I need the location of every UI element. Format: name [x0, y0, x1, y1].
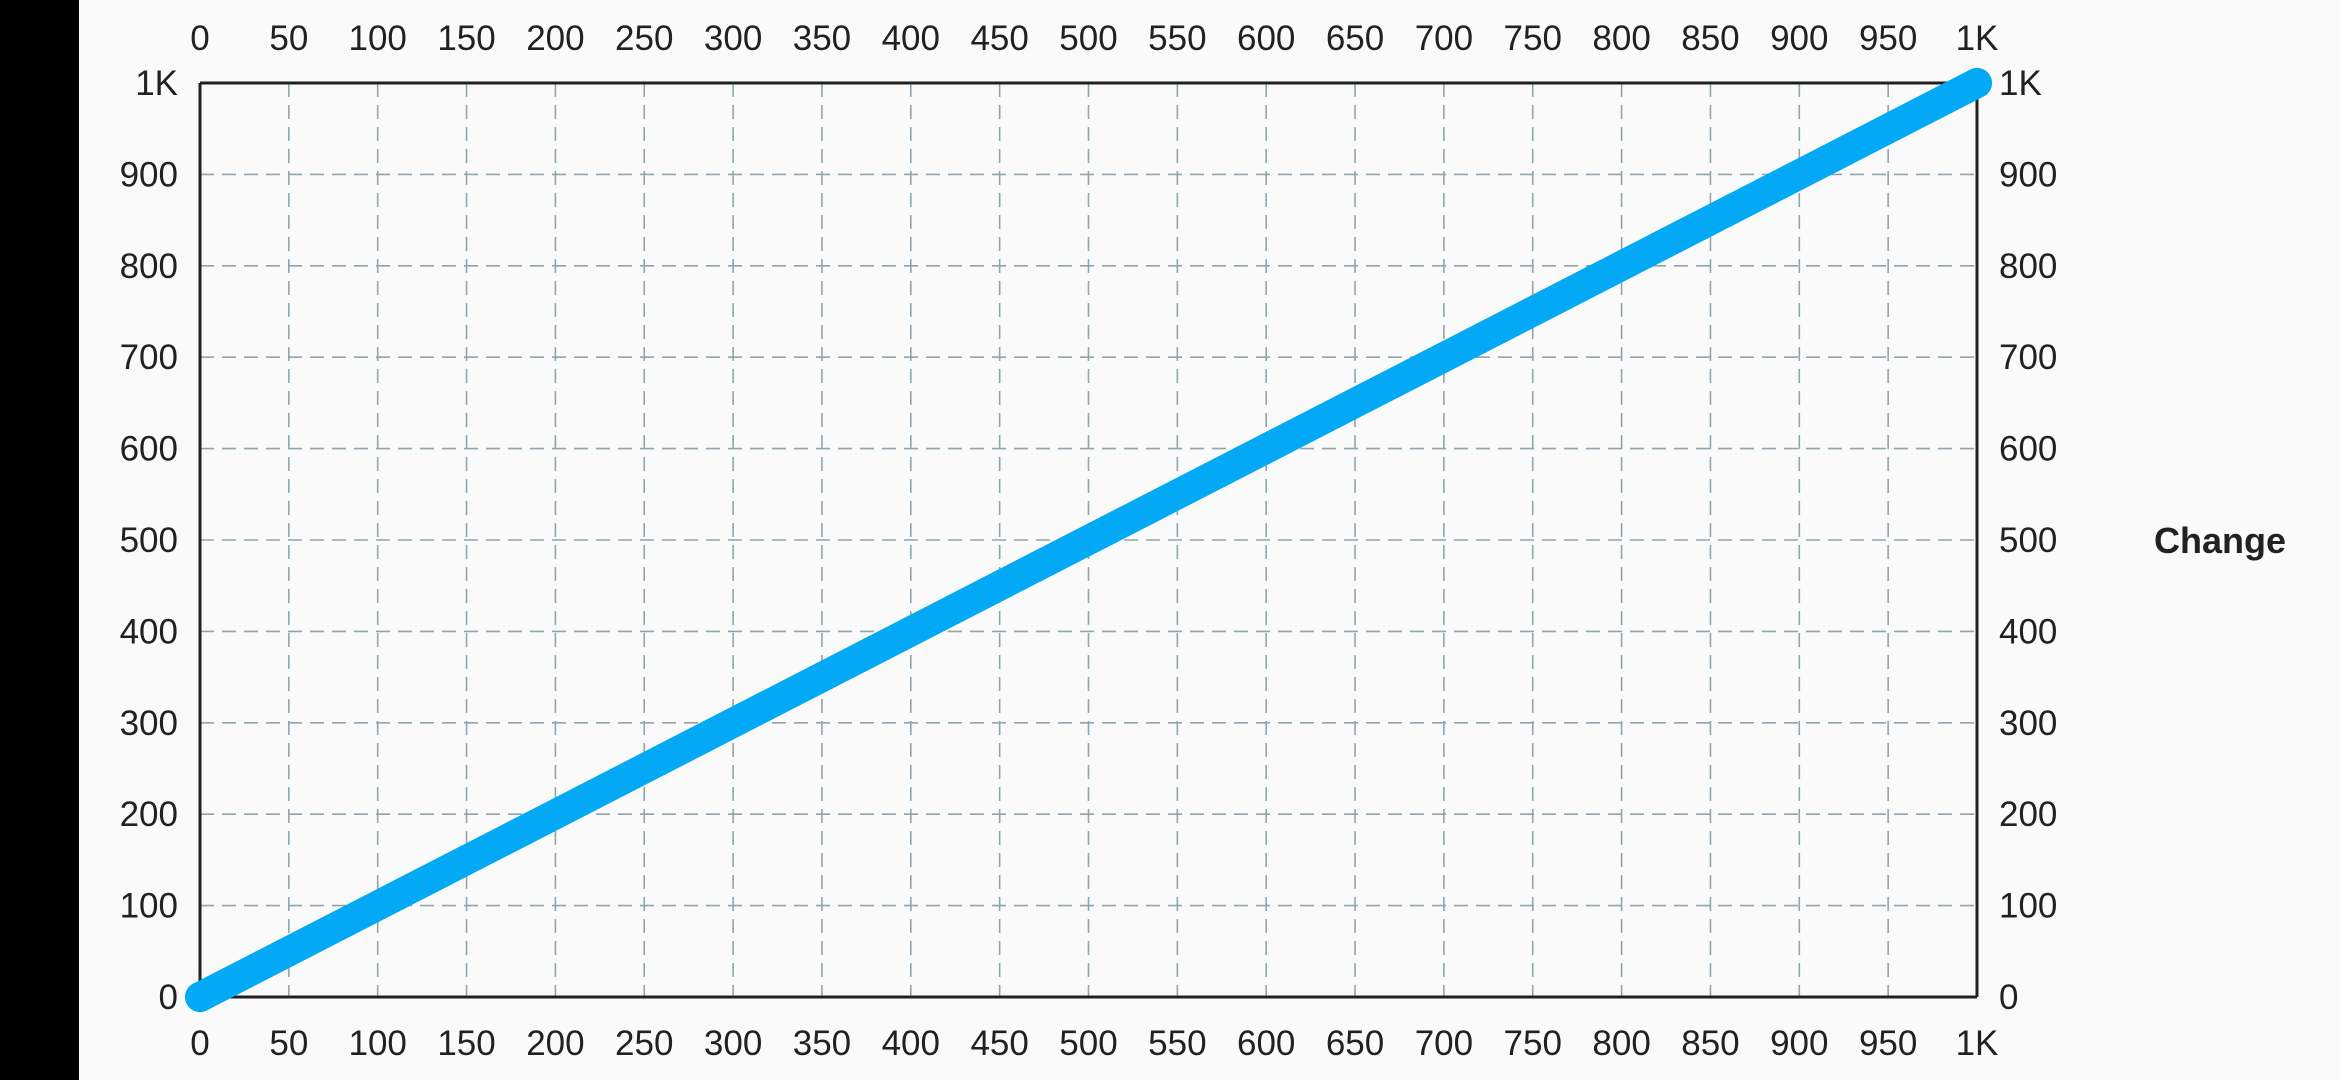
y-tick-label-left: 200 — [120, 795, 178, 834]
y-tick-label-left: 700 — [120, 338, 178, 377]
x-tick-label-top: 1K — [1956, 19, 1999, 58]
y-tick-label-left: 600 — [120, 430, 178, 469]
x-tick-label-bottom: 200 — [526, 1024, 584, 1063]
x-tick-label-top: 450 — [970, 19, 1028, 58]
x-tick-label-top: 0 — [190, 19, 209, 58]
x-tick-label-bottom: 250 — [615, 1024, 673, 1063]
y-tick-label-left: 300 — [120, 704, 178, 743]
y-tick-label-left: 1K — [135, 64, 178, 103]
x-tick-label-top: 750 — [1504, 19, 1562, 58]
x-tick-label-bottom: 900 — [1770, 1024, 1828, 1063]
tick-labels: 0050501001001501502002002502503003003503… — [120, 19, 2058, 1063]
x-tick-label-bottom: 150 — [437, 1024, 495, 1063]
x-tick-label-bottom: 450 — [970, 1024, 1028, 1063]
x-tick-label-top: 650 — [1326, 19, 1384, 58]
x-tick-label-bottom: 400 — [882, 1024, 940, 1063]
x-tick-label-bottom: 850 — [1681, 1024, 1739, 1063]
x-tick-label-bottom: 0 — [190, 1024, 209, 1063]
x-tick-label-bottom: 750 — [1504, 1024, 1562, 1063]
x-tick-label-bottom: 350 — [793, 1024, 851, 1063]
y-tick-label-left: 500 — [120, 521, 178, 560]
x-tick-label-top: 700 — [1415, 19, 1473, 58]
y-tick-label-right: 800 — [1999, 247, 2057, 286]
x-tick-label-bottom: 650 — [1326, 1024, 1384, 1063]
x-tick-label-top: 250 — [615, 19, 673, 58]
y-tick-label-right: 500 — [1999, 521, 2057, 560]
x-tick-label-bottom: 950 — [1859, 1024, 1917, 1063]
y-tick-label-right: 300 — [1999, 704, 2057, 743]
x-tick-label-bottom: 500 — [1059, 1024, 1117, 1063]
data-point — [185, 982, 215, 1012]
x-tick-label-top: 950 — [1859, 19, 1917, 58]
x-tick-label-top: 200 — [526, 19, 584, 58]
x-tick-label-top: 150 — [437, 19, 495, 58]
x-tick-label-bottom: 700 — [1415, 1024, 1473, 1063]
x-tick-label-top: 50 — [269, 19, 308, 58]
y-tick-label-left: 100 — [120, 887, 178, 926]
x-tick-label-bottom: 800 — [1592, 1024, 1650, 1063]
y-tick-label-right: 100 — [1999, 887, 2057, 926]
x-tick-label-top: 400 — [882, 19, 940, 58]
x-tick-label-top: 500 — [1059, 19, 1117, 58]
series-line — [185, 68, 1992, 1012]
x-tick-label-bottom: 50 — [269, 1024, 308, 1063]
y-tick-label-right: 600 — [1999, 430, 2057, 469]
y-tick-label-right: 700 — [1999, 338, 2057, 377]
x-tick-label-top: 550 — [1148, 19, 1206, 58]
y-tick-label-right: 200 — [1999, 795, 2057, 834]
x-tick-label-bottom: 300 — [704, 1024, 762, 1063]
x-tick-label-bottom: 1K — [1956, 1024, 1999, 1063]
y-tick-label-right: 0 — [1999, 978, 2018, 1017]
x-tick-label-bottom: 550 — [1148, 1024, 1206, 1063]
data-point — [1962, 68, 1992, 98]
y-tick-label-right: 1K — [1999, 64, 2042, 103]
x-tick-label-top: 350 — [793, 19, 851, 58]
x-tick-label-top: 900 — [1770, 19, 1828, 58]
x-tick-label-bottom: 100 — [348, 1024, 406, 1063]
y-tick-label-left: 400 — [120, 612, 178, 651]
y-tick-label-left: 0 — [159, 978, 178, 1017]
x-tick-label-top: 300 — [704, 19, 762, 58]
x-tick-label-top: 800 — [1592, 19, 1650, 58]
x-tick-label-top: 850 — [1681, 19, 1739, 58]
y-tick-label-left: 800 — [120, 247, 178, 286]
series-layer — [185, 68, 1992, 1012]
x-tick-label-bottom: 600 — [1237, 1024, 1295, 1063]
y-tick-label-right: 400 — [1999, 612, 2057, 651]
x-tick-label-top: 100 — [348, 19, 406, 58]
y-tick-label-right: 900 — [1999, 155, 2057, 194]
x-tick-label-top: 600 — [1237, 19, 1295, 58]
y-tick-label-left: 900 — [120, 155, 178, 194]
axes-frame — [198, 81, 1979, 999]
change-button[interactable]: Change — [2110, 510, 2330, 572]
